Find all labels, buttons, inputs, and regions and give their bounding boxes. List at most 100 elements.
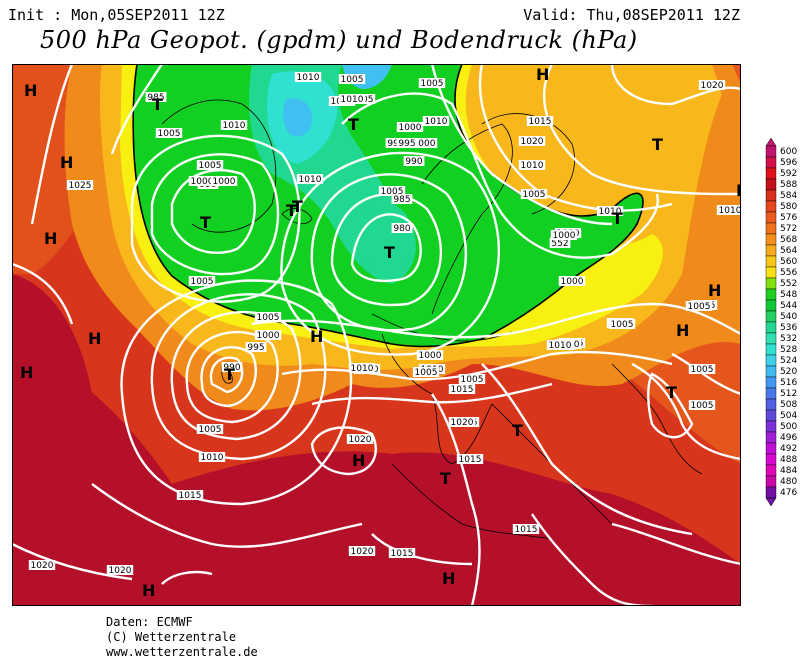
scale-label: 508 — [780, 400, 797, 410]
high-pressure-marker: H — [60, 153, 73, 172]
pressure-label: 1000 — [188, 176, 216, 187]
scale-cell — [765, 145, 777, 158]
pressure-label: 1005 — [418, 78, 446, 89]
pressure-label: 1010 — [348, 363, 376, 374]
svg-text:1005: 1005 — [421, 79, 444, 89]
geopotential-band-deep-red — [12, 344, 741, 606]
scale-cell — [765, 244, 777, 257]
scale-cell — [765, 343, 777, 356]
high-pressure-marker: H — [708, 281, 721, 300]
geopotential-band-deep-red-west — [12, 274, 95, 606]
pressure-label: 1010 — [596, 206, 624, 217]
scale-cell — [765, 387, 777, 400]
valid-time: Valid: Thu,08SEP2011 12Z — [523, 6, 740, 24]
svg-text:1010: 1010 — [351, 364, 374, 374]
pressure-label: 1005 — [685, 301, 713, 312]
pressure-label: 1005 — [196, 160, 224, 171]
pressure-label: 990 — [221, 362, 243, 373]
svg-text:985: 985 — [393, 195, 410, 205]
svg-text:1005: 1005 — [461, 375, 484, 385]
scale-cell — [765, 178, 777, 191]
scale-cell — [765, 453, 777, 466]
pressure-label: 552 — [549, 238, 571, 249]
high-pressure-marker: H — [442, 569, 455, 588]
scale-cell — [765, 299, 777, 312]
pressure-label: 1015 — [388, 548, 416, 559]
scale-cell — [765, 464, 777, 477]
svg-text:995: 995 — [387, 139, 404, 149]
svg-text:1000: 1000 — [419, 351, 442, 361]
scale-label: 516 — [780, 378, 797, 388]
svg-text:1020: 1020 — [701, 81, 724, 91]
pressure-label: 1005 — [378, 186, 406, 197]
credits: Daten: ECMWF (C) Wetterzentrale www.wett… — [106, 615, 258, 660]
svg-text:1010: 1010 — [549, 341, 572, 351]
high-pressure-marker: H — [536, 65, 549, 84]
scale-cell — [765, 354, 777, 367]
scale-label: 480 — [780, 477, 797, 487]
pressure-label: 1010 — [220, 120, 248, 131]
scale-cell — [765, 332, 777, 345]
scale-label: 552 — [780, 279, 797, 289]
scale-label: 524 — [780, 356, 797, 366]
svg-text:1020: 1020 — [351, 547, 374, 557]
pressure-label: 1010 — [294, 72, 322, 83]
scale-label: 576 — [780, 213, 797, 223]
high-pressure-marker: H — [352, 451, 365, 470]
scale-cell — [765, 398, 777, 411]
scale-cell — [765, 442, 777, 455]
pressure-label: 1010 — [198, 452, 226, 463]
low-pressure-marker: T — [512, 421, 523, 440]
pressure-label: 1005 — [188, 276, 216, 287]
svg-text:990: 990 — [405, 157, 422, 167]
high-pressure-marker: H — [20, 363, 33, 382]
scale-cell — [765, 365, 777, 378]
svg-text:1015: 1015 — [459, 455, 482, 465]
svg-text:1015: 1015 — [451, 385, 474, 395]
credits-data-source: Daten: ECMWF — [106, 615, 193, 629]
pressure-label: 980 — [391, 223, 413, 234]
scale-label: 548 — [780, 290, 797, 300]
svg-text:1005: 1005 — [523, 190, 546, 200]
svg-text:1005: 1005 — [381, 187, 404, 197]
svg-text:1000: 1000 — [413, 139, 436, 149]
pressure-label: 1000 — [416, 350, 444, 361]
scale-label: 544 — [780, 301, 797, 311]
svg-text:1000: 1000 — [257, 331, 280, 341]
low-pressure-marker: T — [666, 383, 677, 402]
pressure-label: 1005 — [196, 424, 224, 435]
credits-website[interactable]: www.wetterzentrale.de — [106, 645, 258, 659]
pressure-label: 985 — [145, 92, 167, 103]
svg-text:1005: 1005 — [199, 425, 222, 435]
pressure-label: 1015 — [176, 490, 204, 501]
pressure-label: 1000 — [254, 330, 282, 341]
scale-cell — [765, 222, 777, 235]
scale-label: 532 — [780, 334, 797, 344]
svg-text:1005: 1005 — [191, 277, 214, 287]
svg-text:1005: 1005 — [415, 368, 438, 378]
svg-text:985: 985 — [147, 93, 164, 103]
svg-text:1010: 1010 — [521, 161, 544, 171]
low-pressure-marker: T — [224, 365, 235, 384]
pressure-label: 1020 — [448, 417, 476, 428]
scale-cell — [765, 255, 777, 268]
svg-text:1005: 1005 — [691, 365, 714, 375]
weather-map: 1010100598510051010995990100510101015100… — [12, 64, 741, 606]
svg-text:1000: 1000 — [553, 231, 576, 241]
svg-text:1010: 1010 — [599, 207, 622, 217]
scale-label: 564 — [780, 246, 797, 256]
scale-cell — [765, 321, 777, 334]
svg-text:990: 990 — [223, 363, 240, 373]
low-pressure-marker: T — [652, 135, 663, 154]
svg-text:1020: 1020 — [521, 137, 544, 147]
scale-label: 484 — [780, 466, 797, 476]
pressure-label: 1025 — [66, 180, 94, 191]
pressure-label: 1010 — [296, 174, 324, 185]
scale-cell — [765, 409, 777, 422]
init-time: Init : Mon,05SEP2011 12Z — [8, 6, 225, 24]
svg-text:1005: 1005 — [199, 161, 222, 171]
svg-text:1000: 1000 — [213, 177, 236, 187]
pressure-label: 1020 — [346, 434, 374, 445]
svg-text:1010: 1010 — [299, 175, 322, 185]
